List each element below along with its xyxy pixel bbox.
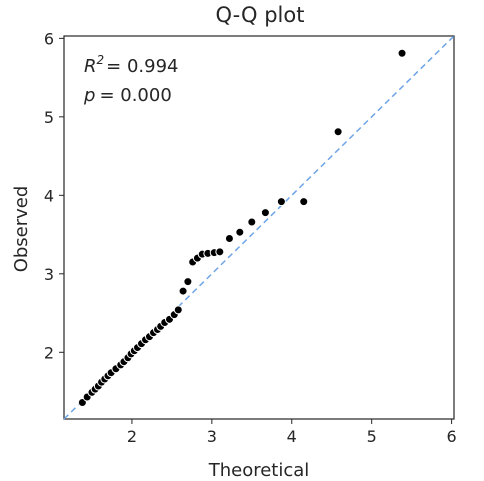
p-value: = 0.000	[99, 85, 171, 106]
data-point-39	[276, 197, 286, 207]
p-symbol: p	[83, 85, 95, 106]
data-point-27	[178, 286, 188, 296]
data-point-42	[397, 48, 407, 58]
x-tick-label-3: 3	[207, 427, 217, 446]
x-axis-label: Theoretical	[208, 460, 310, 481]
p-value-annotation: p = 0.000	[83, 85, 172, 106]
y-tick-label-5: 5	[44, 108, 54, 127]
data-point-35	[224, 233, 234, 243]
data-points	[77, 48, 407, 408]
data-point-36	[235, 227, 245, 237]
x-tick-label-4: 4	[287, 427, 297, 446]
data-point-28	[183, 277, 193, 287]
data-point-34	[215, 247, 225, 257]
plot-frame	[63, 35, 455, 420]
r2-symbol: R	[84, 56, 97, 77]
plot-area	[63, 35, 455, 420]
data-point-38	[260, 208, 270, 218]
data-point-37	[247, 217, 257, 227]
data-point-26	[173, 305, 183, 315]
y-tick-label-2: 2	[44, 343, 54, 362]
r-squared-annotation: R2 = 0.994	[84, 53, 179, 77]
y-tick-label-6: 6	[44, 29, 54, 48]
r2-value: = 0.994	[106, 56, 178, 77]
x-tick-label-5: 5	[367, 427, 377, 446]
data-point-40	[299, 197, 309, 207]
y-tick-label-3: 3	[44, 265, 54, 284]
y-axis-ticks: 2 3 4 5 6	[44, 29, 64, 362]
r2-exponent: 2	[97, 53, 105, 67]
y-tick-label-4: 4	[44, 186, 54, 205]
x-tick-label-6: 6	[447, 427, 457, 446]
chart-title: Q-Q plot	[216, 3, 305, 27]
data-point-41	[333, 127, 343, 137]
x-tick-label-2: 2	[127, 427, 137, 446]
x-axis-ticks: 2 3 4 5 6	[127, 419, 457, 446]
y-axis-label: Observed	[11, 186, 32, 273]
